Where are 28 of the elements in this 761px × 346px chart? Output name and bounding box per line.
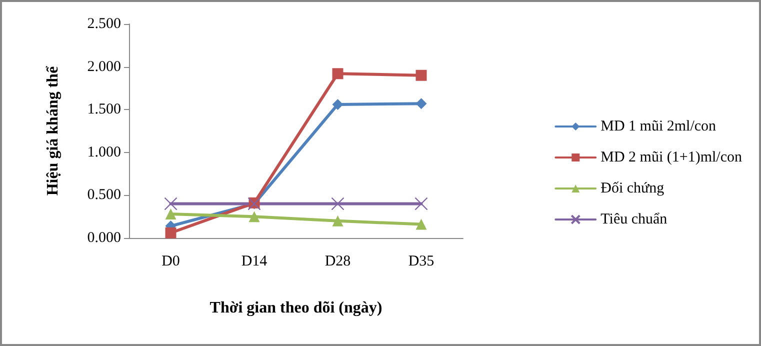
legend-label: MD 1 mũi 2ml/con	[600, 118, 717, 134]
point	[165, 227, 176, 238]
point	[332, 68, 344, 80]
y-tick-label: 2.000	[87, 58, 121, 75]
y-tick-label: 0.000	[87, 230, 121, 246]
point	[331, 197, 344, 210]
x-axis-title: Thời gian theo dõi (ngày)	[210, 300, 382, 316]
point	[248, 211, 260, 222]
point	[165, 208, 176, 220]
point	[414, 197, 428, 210]
legend-label: Tiêu chuẩn	[600, 212, 668, 228]
point	[416, 70, 427, 81]
point	[332, 98, 344, 110]
point	[332, 215, 344, 226]
x-tick-label: D28	[324, 254, 351, 270]
point	[164, 197, 178, 210]
x-tick-label: D0	[162, 254, 180, 270]
y-tick-label: 2.500	[87, 16, 121, 32]
y-tick-label: 1.000	[87, 144, 121, 160]
point	[416, 98, 427, 110]
y-axis-title: Hiệu giá kháng thể	[44, 65, 62, 196]
legend-label: Đối chứng	[600, 180, 665, 196]
y-tick-label: 0.500	[87, 187, 121, 204]
x-tick-label: D35	[408, 254, 434, 270]
y-tick-label: 1.500	[87, 102, 121, 118]
legend-label: MD 2 mũi (1+1)ml/con	[600, 150, 742, 166]
point	[416, 218, 427, 230]
x-tick-label: D14	[241, 254, 268, 270]
